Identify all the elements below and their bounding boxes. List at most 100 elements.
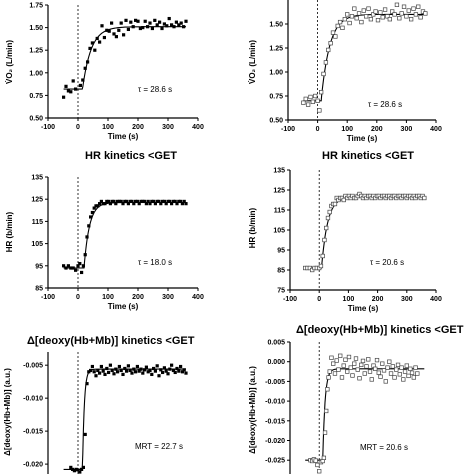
data-point	[157, 374, 161, 378]
data-point	[99, 199, 103, 204]
data-point	[85, 235, 89, 239]
y-tick-label: -0.010	[23, 396, 43, 403]
data-point	[155, 23, 159, 27]
data-point	[374, 357, 380, 363]
data-point	[380, 361, 385, 366]
y-tick-label: 85	[35, 286, 43, 293]
x-tick-label: 100	[102, 124, 114, 131]
y-tick-label: 1.25	[29, 48, 43, 55]
data-point	[107, 199, 111, 204]
data-point	[392, 375, 397, 380]
x-tick-label: 400	[430, 126, 442, 133]
y-axis-label: HR (b/min)	[5, 211, 14, 252]
data-point	[168, 367, 172, 371]
y-tick-label: 75	[277, 288, 285, 295]
y-axis-label: HR (b/min)	[248, 207, 257, 248]
data-point	[96, 368, 100, 373]
data-point	[329, 355, 334, 360]
data-point	[345, 369, 350, 374]
data-point	[108, 363, 112, 367]
data-point	[135, 199, 139, 204]
data-point	[175, 202, 179, 206]
data-point	[352, 6, 357, 11]
y-tick-label: 95	[277, 248, 285, 255]
y-tick-label: -0.005	[265, 379, 285, 386]
data-point	[105, 199, 109, 204]
data-point	[137, 369, 141, 373]
y-tick-label: -0.005	[23, 363, 43, 370]
data-point	[89, 368, 93, 373]
data-point	[337, 19, 343, 25]
data-point	[399, 365, 404, 370]
annotation: τ = 18.0 s	[138, 258, 172, 267]
data-point	[152, 199, 156, 204]
data-point	[130, 371, 134, 375]
data-point	[388, 371, 394, 376]
data-point	[315, 462, 320, 468]
data-point	[170, 363, 174, 367]
data-point	[85, 382, 89, 386]
data-point	[87, 370, 91, 374]
data-point	[166, 372, 170, 376]
data-point	[148, 202, 152, 206]
data-point	[180, 202, 184, 206]
data-point	[130, 199, 134, 204]
x-tick-label: 200	[372, 296, 384, 303]
data-point	[93, 48, 97, 52]
data-point	[366, 6, 371, 11]
data-point	[326, 375, 331, 380]
data-point	[74, 87, 78, 91]
data-point	[134, 370, 138, 374]
data-point	[98, 202, 102, 206]
data-point	[408, 366, 413, 371]
data-point	[376, 370, 381, 375]
data-point	[64, 84, 68, 88]
data-point	[162, 22, 166, 26]
data-point	[83, 253, 87, 257]
data-point	[381, 368, 387, 373]
data-point	[318, 263, 324, 269]
data-point	[332, 201, 338, 207]
data-point	[80, 270, 84, 275]
data-point	[143, 19, 147, 23]
data-point	[359, 362, 364, 368]
data-point	[390, 9, 395, 14]
y-tick-label: 135	[273, 168, 285, 175]
data-point	[303, 96, 308, 102]
data-point	[319, 90, 324, 95]
data-point	[117, 199, 121, 204]
data-point	[367, 369, 373, 374]
data-point	[86, 60, 90, 64]
data-point	[173, 370, 177, 375]
data-point	[146, 25, 150, 29]
data-point	[418, 15, 423, 20]
data-point	[88, 46, 92, 50]
data-point	[134, 18, 138, 22]
data-point	[72, 469, 76, 473]
data-point	[102, 35, 106, 40]
data-point	[96, 204, 100, 208]
data-point	[119, 368, 123, 373]
data-point	[315, 98, 320, 103]
data-point	[380, 15, 385, 20]
x-tick-label: 0	[316, 126, 320, 133]
data-point	[406, 8, 411, 13]
data-point	[139, 199, 143, 204]
data-point	[165, 24, 169, 28]
data-point	[317, 469, 322, 474]
data-point	[335, 23, 340, 29]
data-point	[141, 199, 145, 204]
data-point	[125, 369, 129, 373]
data-point	[132, 367, 136, 371]
data-point	[385, 365, 390, 370]
y-tick-label: 1.75	[29, 3, 43, 10]
x-tick-label: 300	[401, 296, 413, 303]
data-point	[129, 20, 133, 24]
data-point	[166, 199, 170, 204]
data-point	[157, 199, 161, 204]
data-point	[385, 14, 390, 19]
data-point	[322, 430, 328, 435]
data-point	[331, 361, 336, 366]
data-point	[62, 264, 66, 268]
chart-title: HR kinetics <GET	[322, 150, 415, 162]
